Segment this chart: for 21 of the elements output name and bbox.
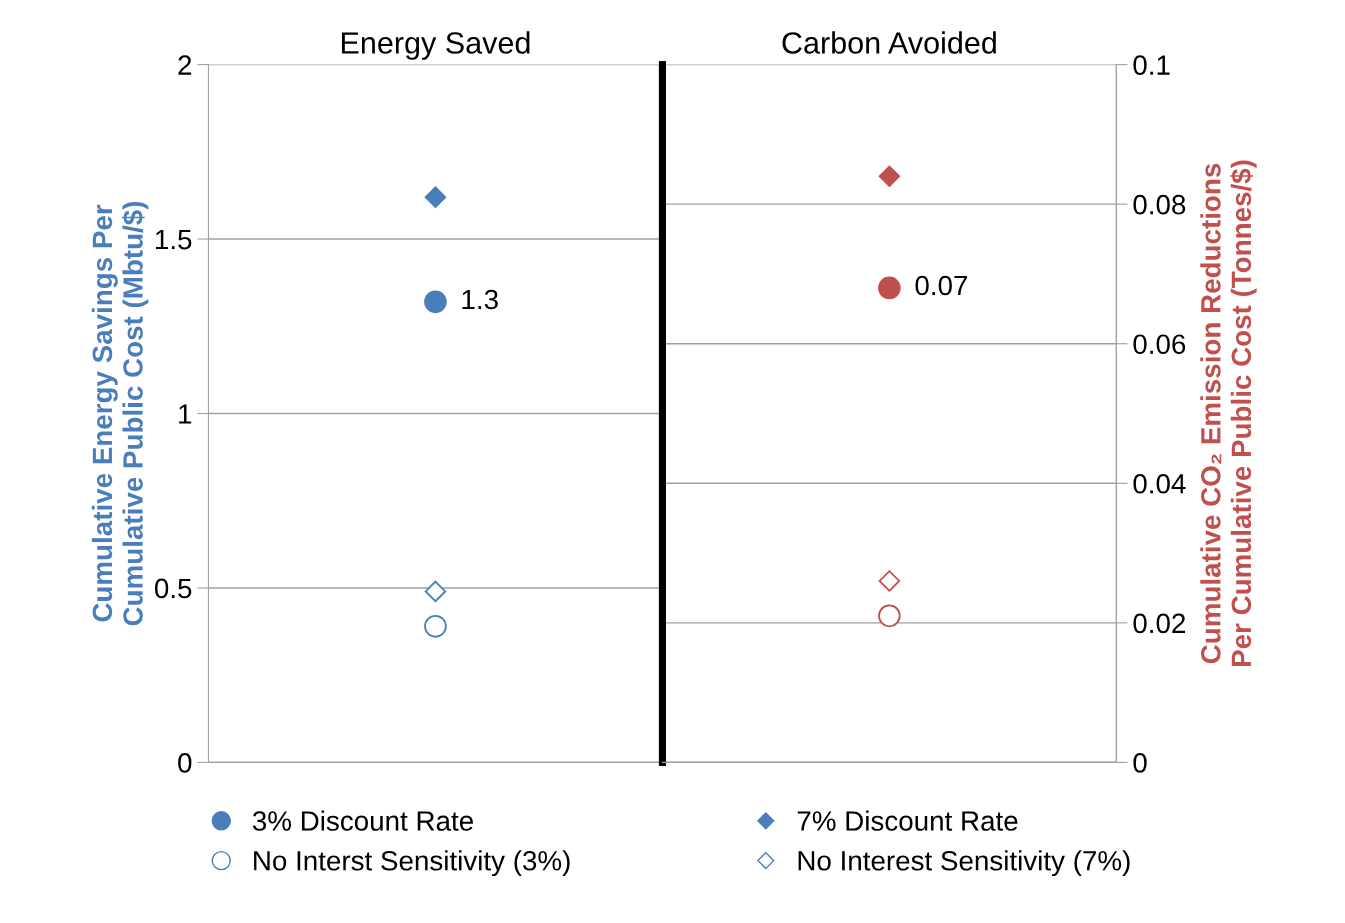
data-label: 1.3 [462,289,498,310]
y2-tick-label: 0.08 [1133,194,1186,215]
y2-axis-title: Cumulative CO₂ Emission Reductions Per Cumulative Public Cost (Tonnes/$) [1200,160,1257,667]
y-axis-title: Cumulative Energy Savings Per Cumulative Public Cost (Mbtu/$) [91,201,149,626]
chart-title: Carbon Avoided [782,31,996,54]
y2-tick-label: 0 [1133,753,1147,773]
y-tick-label: 1 [179,404,192,424]
y-tick-label: 0.5 [154,578,192,599]
y-tick-label: 1.5 [156,230,192,250]
legend-label: 7% Discount Rate [797,810,1018,831]
y-tick-label: 0 [178,753,192,773]
y-tick-label: 2 [178,55,192,75]
y2-tick-label: 0.02 [1133,613,1185,634]
legend-label: No Interst Sensitivity (3%) [254,850,570,877]
y2-tick-label: 0.06 [1133,334,1186,355]
chart-title: Energy Saved [341,31,530,60]
y2-tick-label: 0.04 [1133,473,1186,494]
data-label: 0.07 [915,275,968,296]
legend-label: No Interest Sensitivity (7%) [798,850,1130,877]
legend-label: 3% Discount Rate [252,810,473,831]
y2-tick-label: 0.1 [1133,55,1170,75]
